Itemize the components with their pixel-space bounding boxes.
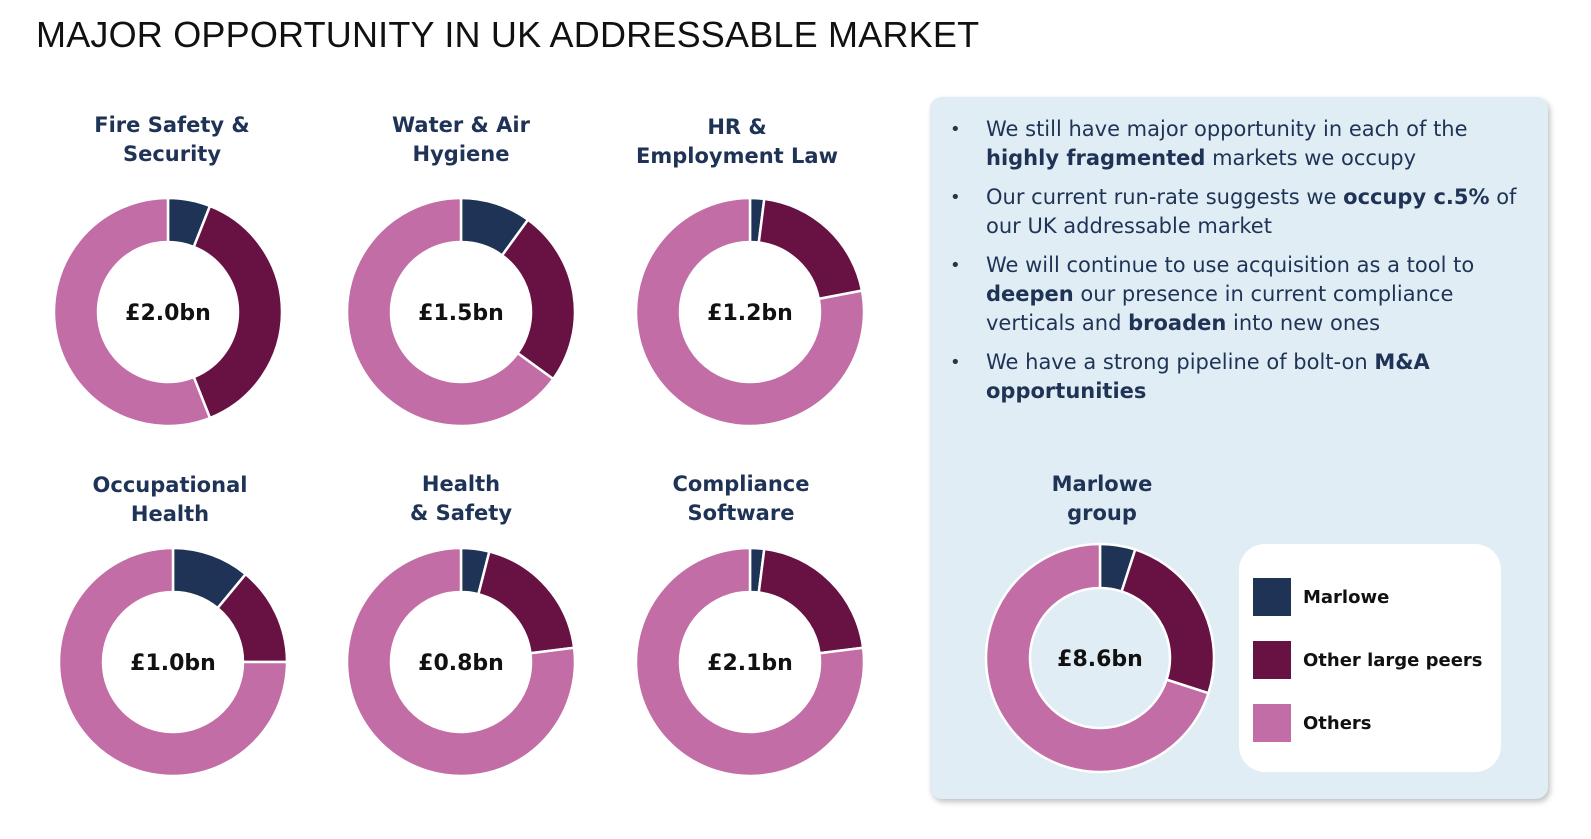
legend-item-marlowe: Marlowe (1253, 578, 1389, 616)
donut-chart-water-air: £1.5bn (345, 196, 577, 428)
bullet-text-run: our presence in current compliance verti… (986, 282, 1454, 335)
bullet-emphasis: occupy c.5% (1343, 185, 1490, 209)
bullet-item: • We have a strong pipeline of bolt-on M&… (950, 348, 1540, 406)
donut-center-label: £1.0bn (130, 651, 216, 676)
chart-title: Occupational Health (92, 473, 248, 526)
donut-chart-marlowe-group: £8.6bn (984, 542, 1216, 774)
bullet-text-run: of our UK addressable market (986, 185, 1517, 238)
donut-slice-other-large-peers (476, 550, 576, 655)
chart-hr-employment: HR & Employment Law (607, 113, 867, 171)
bullet-item: • We still have major opportunity in each… (950, 115, 1540, 173)
chart-title: Water & Air Hygiene (392, 113, 530, 166)
donut-chart-occupational-health: £1.0bn (57, 546, 289, 778)
chart-health-safety: Health & Safety (331, 470, 591, 528)
donut-slice-others (57, 546, 289, 778)
legend-swatch-marlowe (1253, 578, 1291, 616)
legend-item-others: Others (1253, 704, 1372, 742)
legend-item-other-large-peers: Other large peers (1253, 641, 1483, 679)
legend-label: Marlowe (1303, 586, 1390, 608)
donut-slice-others (345, 546, 577, 778)
bullet-emphasis: highly fragmented (986, 146, 1206, 170)
legend: Marlowe Other large peers Others (1239, 544, 1501, 772)
donut-center-label: £1.2bn (707, 301, 793, 326)
chart-title: Health & Safety (409, 472, 513, 525)
bullet-icon: • (950, 119, 961, 140)
bullet-text-run: We still have major opportunity in each … (986, 117, 1468, 141)
chart-water-air: Water & Air Hygiene (331, 111, 591, 169)
chart-marlowe-group: Marlowe group (972, 470, 1232, 528)
legend-label: Others (1303, 712, 1372, 734)
donut-center-label: £0.8bn (418, 651, 504, 676)
chart-fire-safety: Fire Safety & Security (42, 111, 302, 169)
legend-swatch-other-large-peers (1253, 641, 1291, 679)
legend-swatch-others (1253, 704, 1291, 742)
donut-slice-others (634, 196, 866, 428)
donut-slice-other-large-peers (757, 547, 865, 655)
bullet-text-run: into new ones (1226, 311, 1381, 335)
bullet-text-run: markets we occupy (1205, 146, 1417, 170)
page-title: MAJOR OPPORTUNITY IN UK ADDRESSABLE MARK… (36, 14, 980, 55)
bullet-emphasis: M&A opportunities (986, 350, 1430, 403)
chart-occupational-health: Occupational Health (40, 471, 300, 529)
bullet-list: • We still have major opportunity in each… (950, 115, 1540, 416)
bullet-text-run: We have a strong pipeline of bolt-on (986, 350, 1375, 374)
bullet-emphasis: deepen (986, 282, 1074, 306)
donut-slice-others (984, 542, 1210, 774)
bullet-icon: • (950, 352, 961, 373)
bullet-item: • We will continue to use acquisition as … (950, 251, 1540, 338)
donut-slice-other-large-peers (1120, 548, 1216, 695)
chart-title: Fire Safety & Security (94, 113, 250, 166)
donut-chart-health-safety: £0.8bn (345, 546, 577, 778)
donut-chart-compliance-software: £2.1bn (634, 546, 866, 778)
donut-center-label: £8.6bn (1057, 647, 1143, 672)
bullet-icon: • (950, 255, 961, 276)
chart-title: HR & Employment Law (636, 115, 838, 168)
legend-label: Other large peers (1303, 649, 1483, 671)
bullet-emphasis: broaden (1128, 311, 1227, 335)
donut-center-label: £1.5bn (418, 301, 504, 326)
bullet-item: • Our current run-rate suggests we occupy… (950, 183, 1540, 241)
bullet-icon: • (950, 187, 961, 208)
donut-slice-others (634, 546, 866, 778)
donut-slice-others (52, 196, 212, 428)
chart-compliance-software: Compliance Software (611, 470, 871, 528)
donut-slice-others (345, 196, 555, 428)
donut-center-label: £2.1bn (707, 651, 793, 676)
bullet-text-run: Our current run-rate suggests we (986, 185, 1344, 209)
donut-center-label: £2.0bn (125, 301, 211, 326)
bullet-text-run: We will continue to use acquisition as a… (986, 253, 1475, 277)
chart-title: Compliance Software (672, 472, 810, 525)
donut-slice-other-large-peers (757, 197, 864, 301)
chart-title: Marlowe group (1051, 472, 1153, 525)
donut-slice-other-large-peers (500, 218, 577, 381)
donut-chart-fire-safety: £2.0bn (52, 196, 284, 428)
donut-slice-other-large-peers (192, 204, 284, 420)
donut-chart-hr-employment: £1.2bn (634, 196, 866, 428)
